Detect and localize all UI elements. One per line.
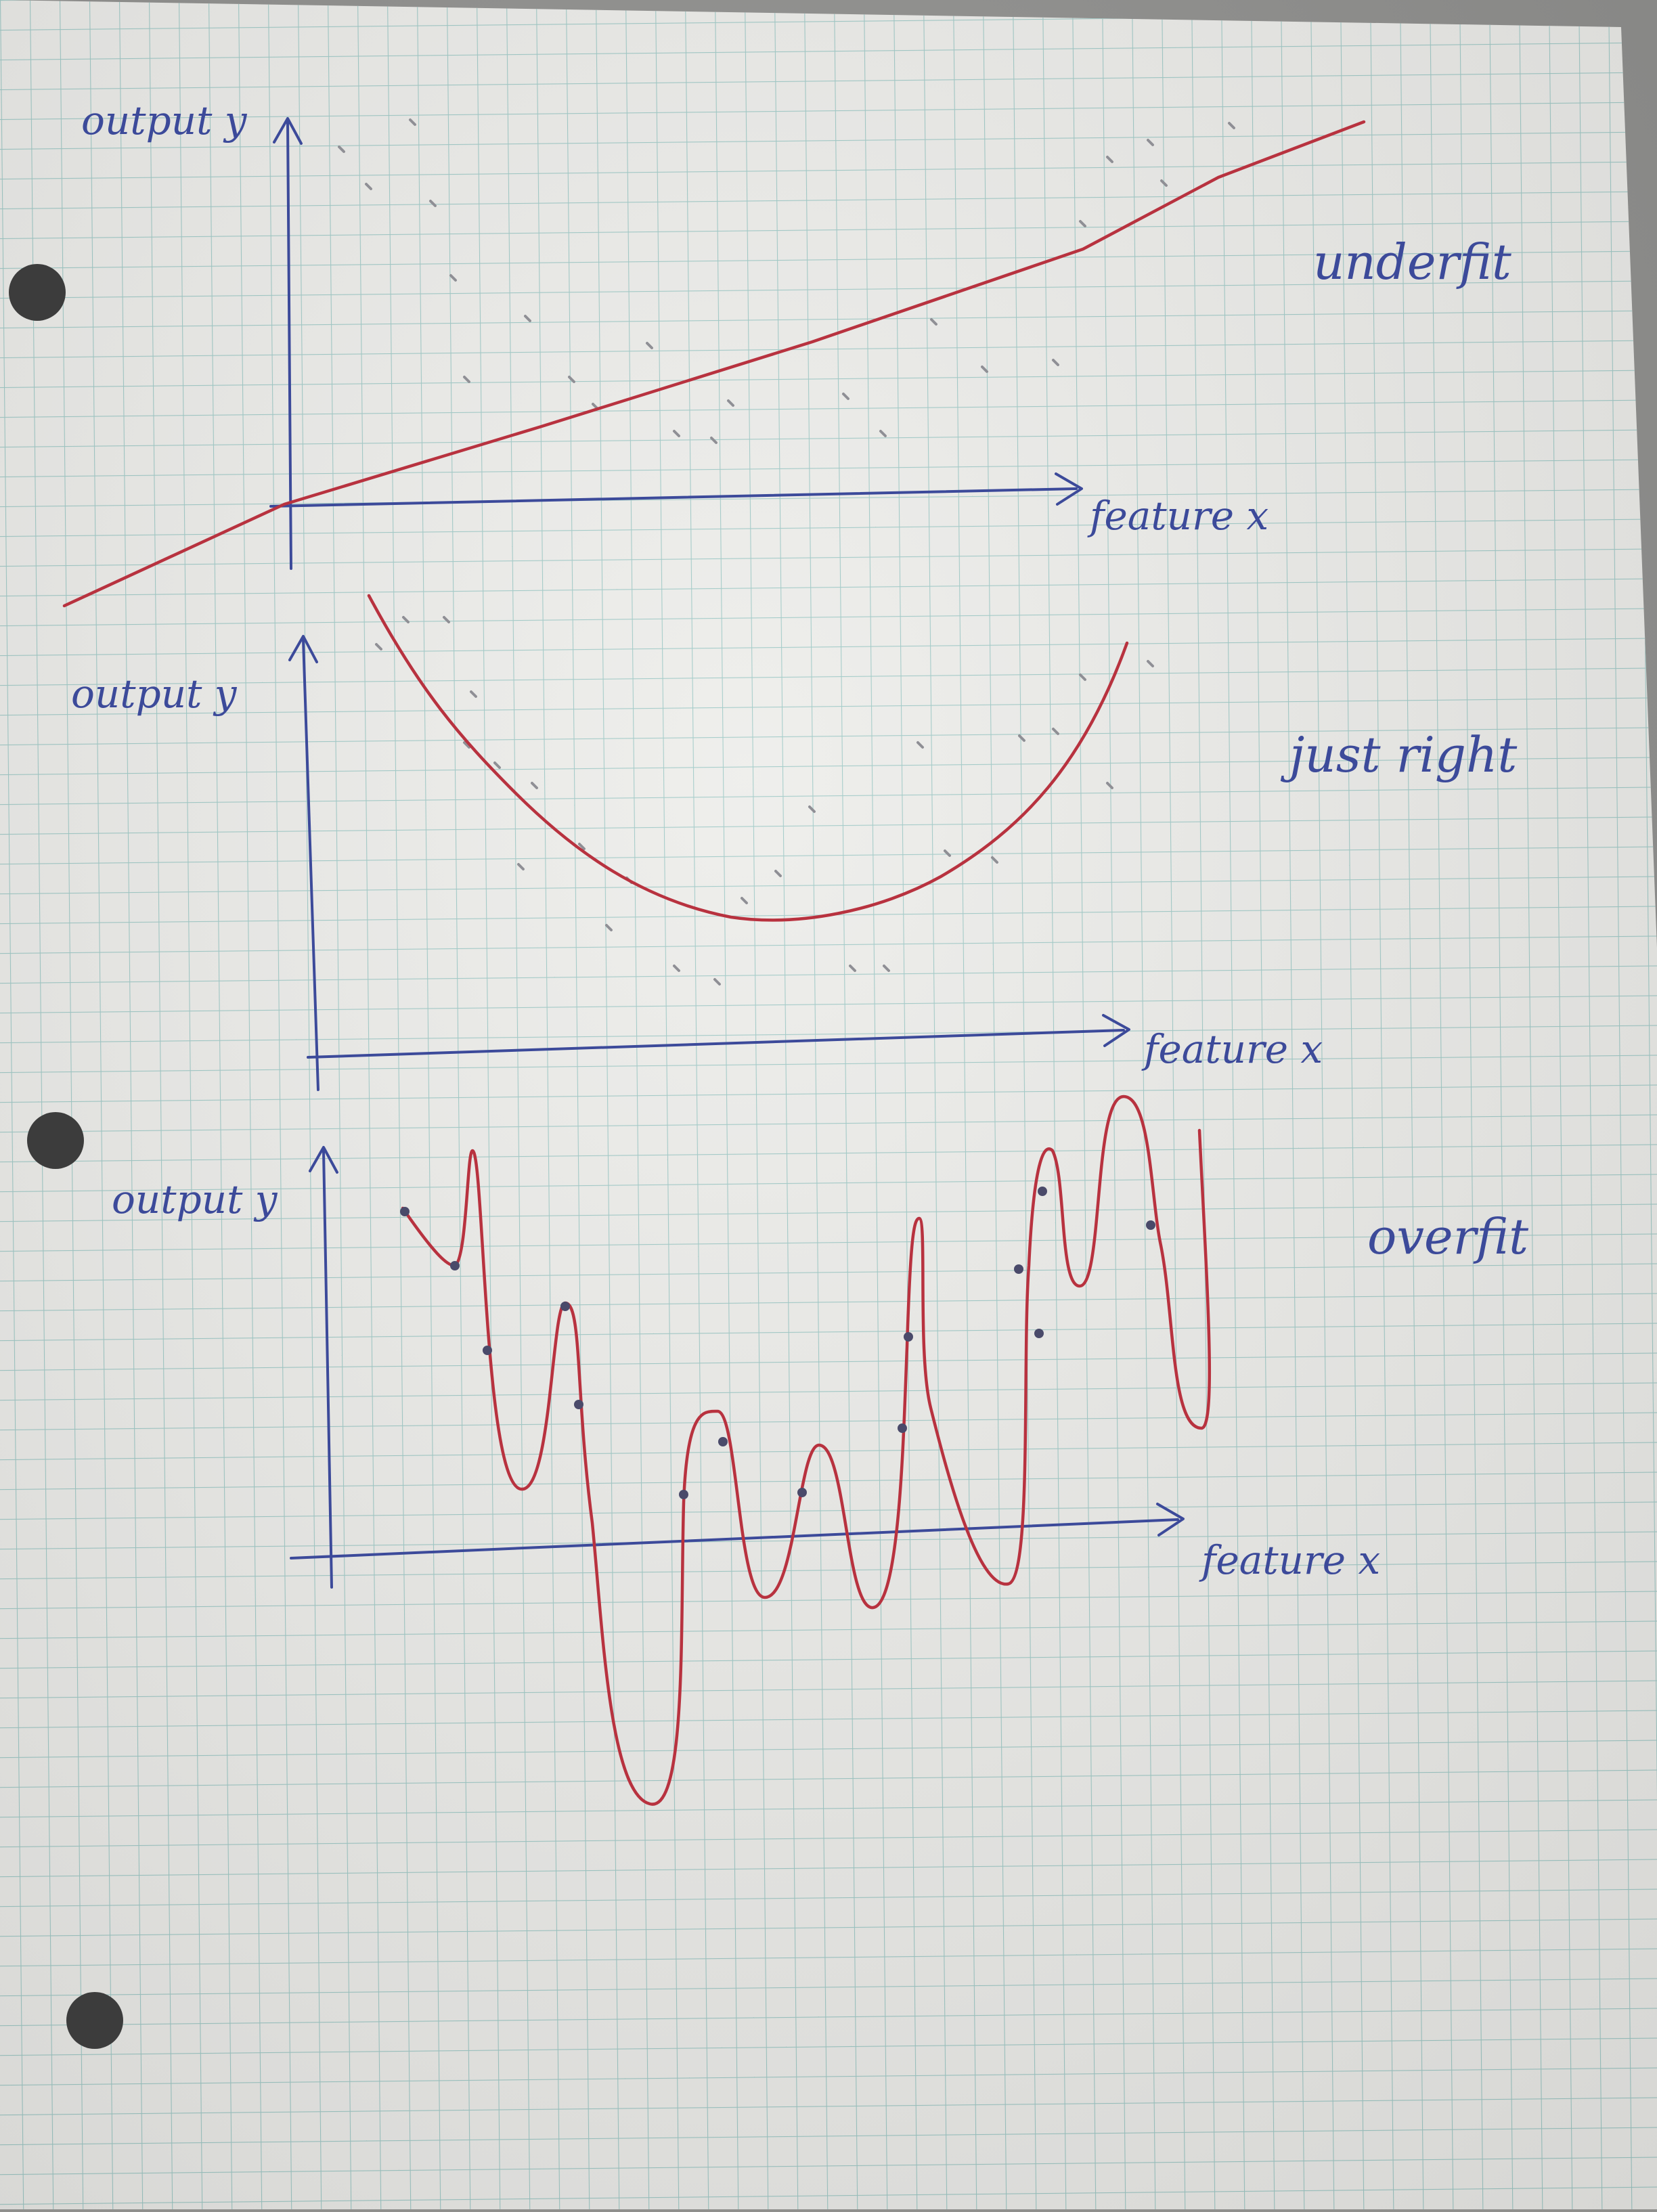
underfit-y-arrow <box>273 117 303 145</box>
overfit-point-7 <box>797 1488 807 1497</box>
justright-y-axis <box>302 638 319 1091</box>
underfit-x-axis <box>269 487 1078 508</box>
overfit-point-10 <box>1014 1264 1023 1274</box>
underfit-point-19 <box>1106 156 1113 163</box>
justright-point-8 <box>578 843 586 850</box>
underfit-point-21 <box>1160 179 1168 187</box>
overfit-y-axis <box>322 1149 333 1589</box>
justright-point-18 <box>916 741 924 749</box>
underfit-point-3 <box>429 200 437 207</box>
underfit-point-5 <box>463 376 470 383</box>
justright-point-9 <box>605 924 613 931</box>
underfit-point-12 <box>727 399 734 407</box>
justright-point-24 <box>1106 782 1113 789</box>
justright-points <box>375 616 1154 986</box>
underfit-point-17 <box>1052 359 1059 366</box>
underfit-point-9 <box>646 342 653 349</box>
overfit-point-2 <box>483 1346 492 1355</box>
justright-point-12 <box>713 978 721 986</box>
justright-point-6 <box>531 782 538 789</box>
underfit-y-axis <box>286 120 292 570</box>
overfit-points <box>400 1187 1155 1499</box>
overfit-point-13 <box>1146 1220 1155 1230</box>
justright-point-11 <box>673 965 680 972</box>
underfit-fit-line <box>62 120 1366 608</box>
underfit-xlabel: feature x <box>1087 493 1268 539</box>
overfit-point-4 <box>574 1400 583 1409</box>
underfit-point-22 <box>1228 122 1235 129</box>
underfit-point-10 <box>673 430 680 437</box>
overfit-xlabel: feature x <box>1199 1537 1380 1583</box>
justright-point-13 <box>741 897 748 904</box>
underfit-point-7 <box>568 376 575 383</box>
justright-x-arrow <box>1102 1014 1130 1047</box>
underfit-point-18 <box>1079 220 1086 227</box>
justright-point-22 <box>1052 728 1059 735</box>
underfit-point-20 <box>1147 139 1154 146</box>
justright-point-1 <box>402 616 410 623</box>
overfit-point-1 <box>450 1261 460 1270</box>
underfit-point-2 <box>409 118 416 126</box>
underfit-x-arrow <box>1055 472 1083 506</box>
overfit-point-9 <box>904 1332 913 1342</box>
justright-point-23 <box>1079 673 1086 681</box>
justright-point-20 <box>991 856 998 864</box>
binder-hole-top <box>9 264 66 321</box>
overfit-point-5 <box>679 1490 688 1499</box>
underfit-point-15 <box>930 318 937 326</box>
justright-point-14 <box>774 870 782 877</box>
justright-point-2 <box>443 616 450 623</box>
underfit-point-1 <box>365 183 372 190</box>
justright-point-15 <box>808 805 816 813</box>
overfit-point-3 <box>560 1302 570 1311</box>
chart-just-right: output y feature x just right <box>71 594 1518 1091</box>
binder-hole-bottom <box>66 1992 123 2049</box>
justright-y-arrow <box>288 635 318 663</box>
underfit-point-0 <box>338 146 345 153</box>
underfit-point-4 <box>449 274 457 282</box>
chart-overfit: output y feature x overfit <box>112 1094 1529 1806</box>
underfit-point-14 <box>879 430 887 437</box>
justright-point-17 <box>883 965 890 972</box>
binder-hole-middle <box>27 1112 84 1169</box>
underfit-points <box>338 118 1235 444</box>
overfit-x-axis <box>290 1518 1179 1560</box>
overfit-point-11 <box>1038 1187 1047 1196</box>
justright-point-19 <box>944 849 951 857</box>
underfit-point-6 <box>524 315 531 322</box>
overfit-y-arrow <box>309 1146 338 1174</box>
underfit-point-11 <box>710 437 717 444</box>
overfit-point-6 <box>718 1437 728 1446</box>
overfit-point-0 <box>400 1207 410 1216</box>
overfit-point-12 <box>1034 1329 1044 1338</box>
justright-xlabel: feature x <box>1141 1026 1323 1072</box>
justright-point-21 <box>1018 734 1025 742</box>
justright-point-0 <box>375 643 382 650</box>
underfit-point-16 <box>981 366 988 373</box>
underfit-label: underfit <box>1313 234 1512 290</box>
overfit-x-arrow <box>1156 1503 1185 1536</box>
underfit-ylabel: output y <box>81 97 248 143</box>
chart-underfit: output y feature x underfit <box>62 97 1512 608</box>
justright-point-25 <box>1147 660 1154 667</box>
overfit-label: overfit <box>1367 1208 1529 1265</box>
justright-label: just right <box>1280 726 1518 783</box>
underfit-point-13 <box>842 393 849 400</box>
justright-point-3 <box>470 690 477 698</box>
justright-point-4 <box>463 741 470 749</box>
justright-fit-curve <box>367 594 1129 922</box>
justright-point-5 <box>493 761 501 769</box>
overfit-point-8 <box>898 1423 907 1433</box>
justright-x-axis <box>307 1029 1125 1059</box>
overfit-ylabel: output y <box>112 1176 278 1222</box>
justright-point-16 <box>849 965 856 972</box>
justright-point-7 <box>517 863 525 870</box>
justright-ylabel: output y <box>71 671 238 717</box>
